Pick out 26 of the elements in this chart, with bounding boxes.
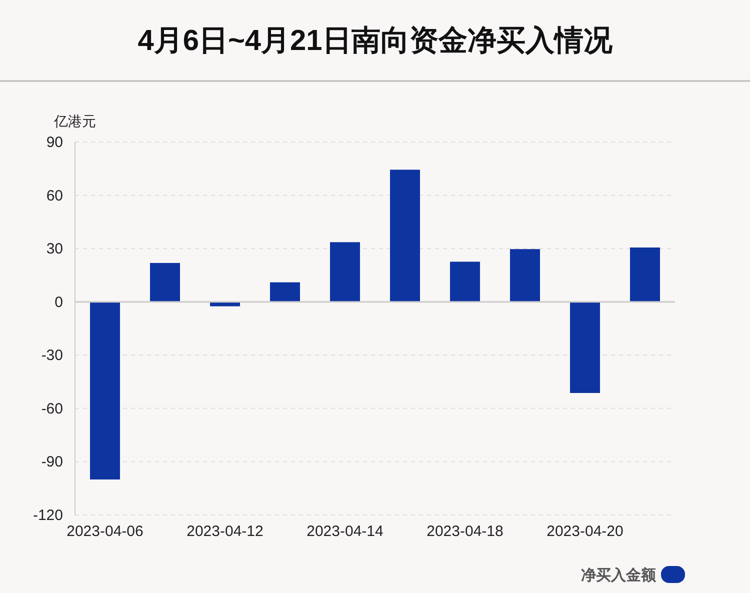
x-tick-label: 2023-04-20 (546, 523, 624, 540)
bar (150, 262, 180, 302)
bar (510, 249, 540, 302)
y-tick-label: -90 (41, 454, 63, 471)
legend-label: 净买入金额 (581, 566, 657, 584)
y-tick-label: 90 (46, 134, 63, 151)
bar (270, 282, 300, 302)
x-tick-label: 2023-04-14 (306, 523, 384, 540)
bar (450, 262, 480, 302)
y-tick-label: -120 (32, 507, 63, 524)
x-tick-label: 2023-04-06 (66, 523, 144, 540)
bar (210, 302, 240, 306)
y-tick-label: -60 (41, 400, 63, 418)
chart-title: 4月6日~4月21日南向资金净买入情况 (138, 25, 614, 57)
y-tick-label: 0 (54, 294, 63, 311)
y-tick-label: -30 (41, 347, 63, 364)
y-axis-title: 亿港元 (53, 113, 96, 129)
bar (570, 302, 600, 393)
bar (390, 170, 420, 302)
y-tick-label: 30 (46, 240, 63, 258)
bar (90, 302, 120, 480)
y-tick-label: 60 (46, 187, 63, 204)
x-tick-label: 2023-04-12 (186, 523, 264, 540)
x-tick-label: 2023-04-18 (426, 523, 504, 540)
bar (330, 242, 360, 302)
bar (630, 248, 660, 302)
